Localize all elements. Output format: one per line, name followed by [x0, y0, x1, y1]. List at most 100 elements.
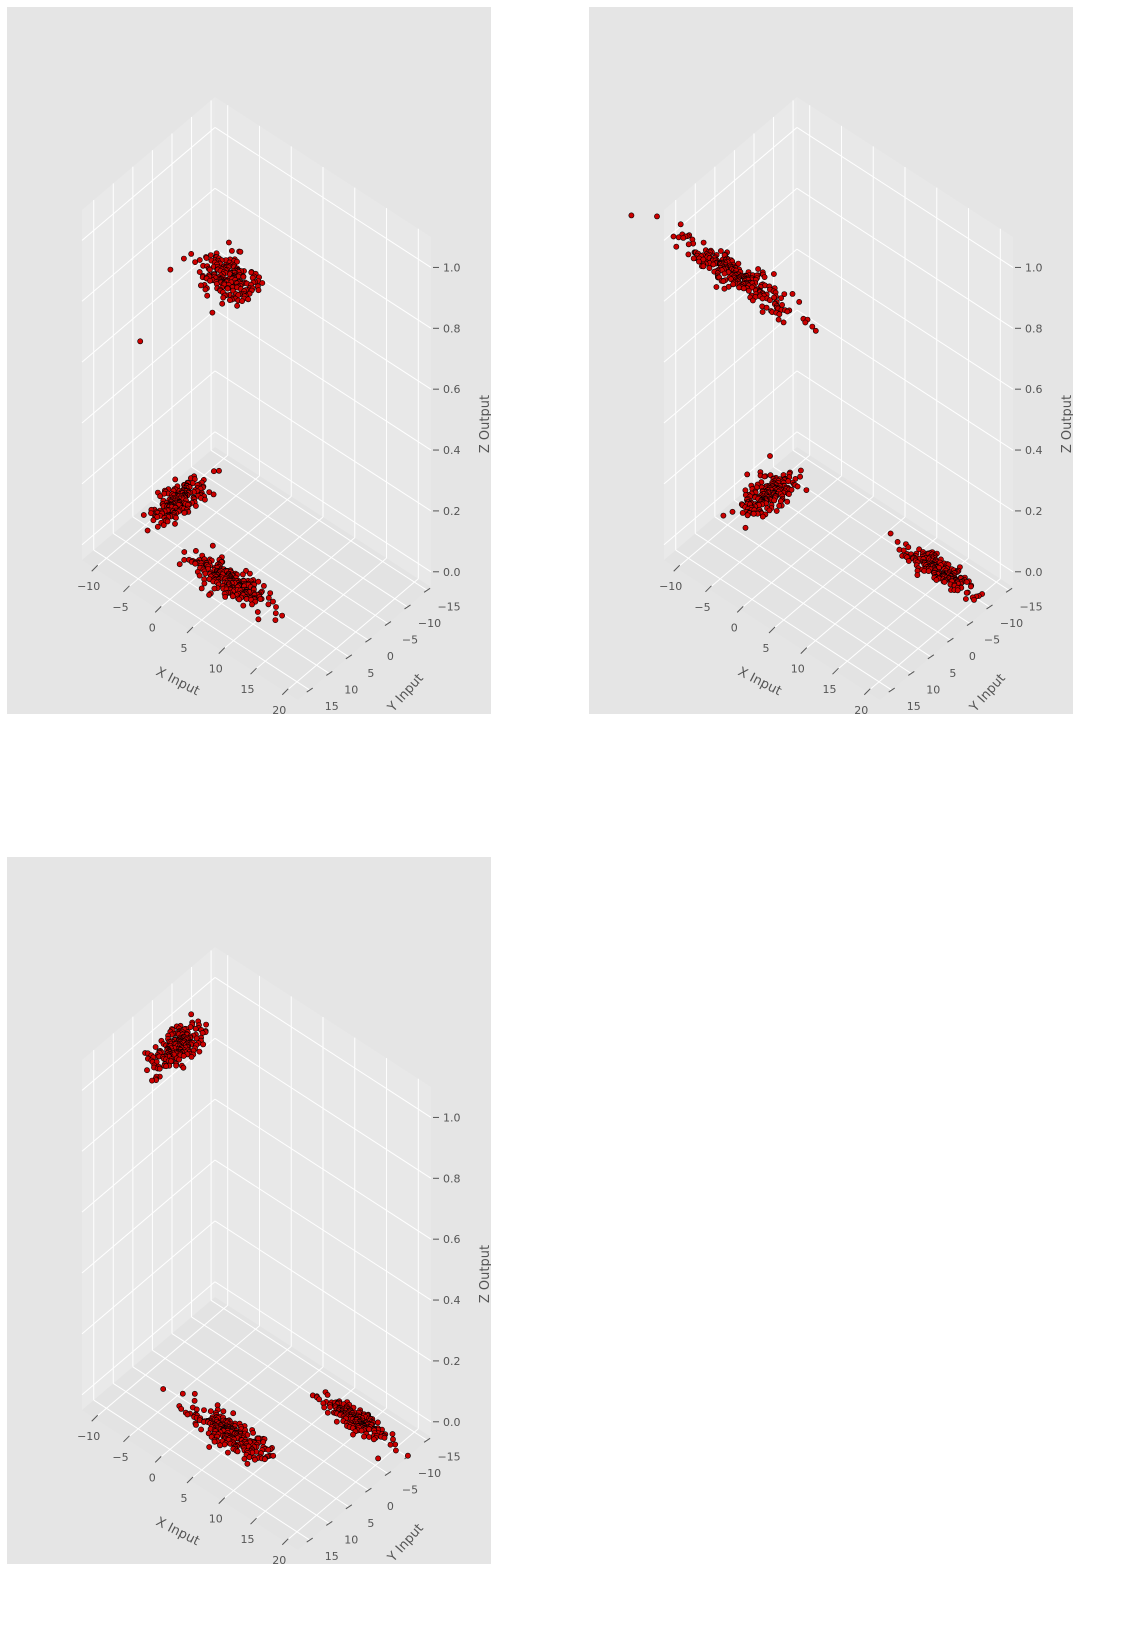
- data-point: [217, 1443, 222, 1448]
- data-point: [934, 577, 939, 582]
- scatter3d-chart-1: −10−505101520−15−10−50510150.00.20.40.60…: [7, 7, 491, 714]
- data-point: [201, 1042, 206, 1047]
- data-point: [210, 310, 215, 315]
- data-point: [261, 1440, 266, 1445]
- data-point: [393, 1448, 398, 1453]
- z-axis-label: Z Output: [478, 1245, 491, 1303]
- data-point: [776, 317, 781, 322]
- data-point: [161, 1386, 166, 1391]
- data-point: [212, 586, 217, 591]
- data-point: [172, 521, 177, 526]
- scatter3d-chart-3: −10−505101520−15−10−50510150.00.20.40.60…: [7, 857, 491, 1564]
- data-point: [255, 609, 260, 614]
- data-point: [182, 557, 187, 562]
- data-point: [256, 288, 261, 293]
- data-point: [185, 1412, 190, 1417]
- data-point: [964, 590, 969, 595]
- data-point: [207, 592, 212, 597]
- data-point: [245, 1461, 250, 1466]
- x-tick-label: −5: [112, 1451, 128, 1464]
- data-point: [654, 214, 659, 219]
- z-tick-label: 0.0: [443, 1416, 461, 1429]
- x-tick-label: 10: [209, 1513, 223, 1526]
- data-point: [390, 1431, 395, 1436]
- data-point: [247, 571, 252, 576]
- data-point: [252, 1457, 257, 1462]
- data-point: [681, 235, 686, 240]
- data-point: [691, 256, 696, 261]
- data-point: [192, 1398, 197, 1403]
- data-point: [155, 524, 160, 529]
- data-point: [161, 523, 166, 528]
- data-point: [798, 474, 803, 479]
- data-point: [261, 583, 266, 588]
- data-point: [193, 1422, 198, 1427]
- data-point: [798, 468, 803, 473]
- x-tick-label: −10: [77, 1430, 100, 1443]
- x-tick-label: 10: [791, 663, 805, 676]
- data-point: [197, 1049, 202, 1054]
- data-point: [968, 584, 973, 589]
- data-point: [247, 1455, 252, 1460]
- z-tick-label: 1.0: [443, 261, 461, 274]
- data-point: [810, 324, 815, 329]
- data-point: [686, 242, 691, 247]
- data-point: [207, 267, 212, 272]
- x-tick-label: 15: [241, 683, 255, 696]
- x-axis-label: X Input: [153, 665, 201, 700]
- x-tick-label: 5: [763, 642, 770, 655]
- data-point: [740, 510, 745, 515]
- y-tick-label: 10: [344, 1533, 358, 1546]
- data-point: [767, 298, 772, 303]
- data-point: [200, 1030, 205, 1035]
- axes-group: −10−505101520−15−10−50510150.00.20.40.60…: [77, 947, 491, 1564]
- data-point: [804, 488, 809, 493]
- data-point: [179, 1406, 184, 1411]
- data-point: [686, 252, 691, 257]
- x-tick-label: 15: [823, 683, 837, 696]
- y-tick-label: 0: [969, 650, 976, 663]
- z-tick-label: 0.2: [443, 1355, 461, 1368]
- data-point: [325, 1392, 330, 1397]
- z-axis-label: Z Output: [1060, 395, 1073, 453]
- z-tick-label: 0.6: [443, 1233, 461, 1246]
- data-point: [745, 472, 750, 477]
- data-point: [359, 1428, 364, 1433]
- y-tick-label: 5: [949, 667, 956, 680]
- data-point: [751, 511, 756, 516]
- data-point: [177, 562, 182, 567]
- data-point: [722, 286, 727, 291]
- data-point: [955, 588, 960, 593]
- z-tick-label: 0.6: [443, 383, 461, 396]
- y-tick-label: −15: [437, 1450, 460, 1463]
- data-point: [760, 309, 765, 314]
- x-tick-label: −10: [659, 580, 682, 593]
- y-tick-label: −5: [402, 1484, 418, 1497]
- data-point: [767, 453, 772, 458]
- data-point: [371, 1437, 376, 1442]
- data-point: [760, 514, 765, 519]
- y-axis-label: Y Input: [384, 1521, 426, 1564]
- data-point: [210, 543, 215, 548]
- data-point: [674, 244, 679, 249]
- data-point: [193, 548, 198, 553]
- data-point: [334, 1419, 339, 1424]
- data-point: [730, 509, 735, 514]
- data-point: [721, 279, 726, 284]
- data-point: [760, 296, 765, 301]
- z-tick-label: 0.8: [443, 322, 461, 335]
- data-point: [193, 561, 198, 566]
- data-point: [227, 298, 232, 303]
- axes-group: −10−505101520−15−10−50510150.00.20.40.60…: [659, 97, 1073, 714]
- x-tick-label: 10: [209, 663, 223, 676]
- data-point: [144, 1068, 149, 1073]
- data-point: [240, 572, 245, 577]
- data-point: [767, 508, 772, 513]
- data-point: [813, 328, 818, 333]
- data-point: [203, 571, 208, 576]
- data-point: [240, 299, 245, 304]
- data-point: [164, 1064, 169, 1069]
- data-point: [138, 339, 143, 344]
- data-point: [211, 492, 216, 497]
- z-tick-label: 0.4: [443, 1294, 461, 1307]
